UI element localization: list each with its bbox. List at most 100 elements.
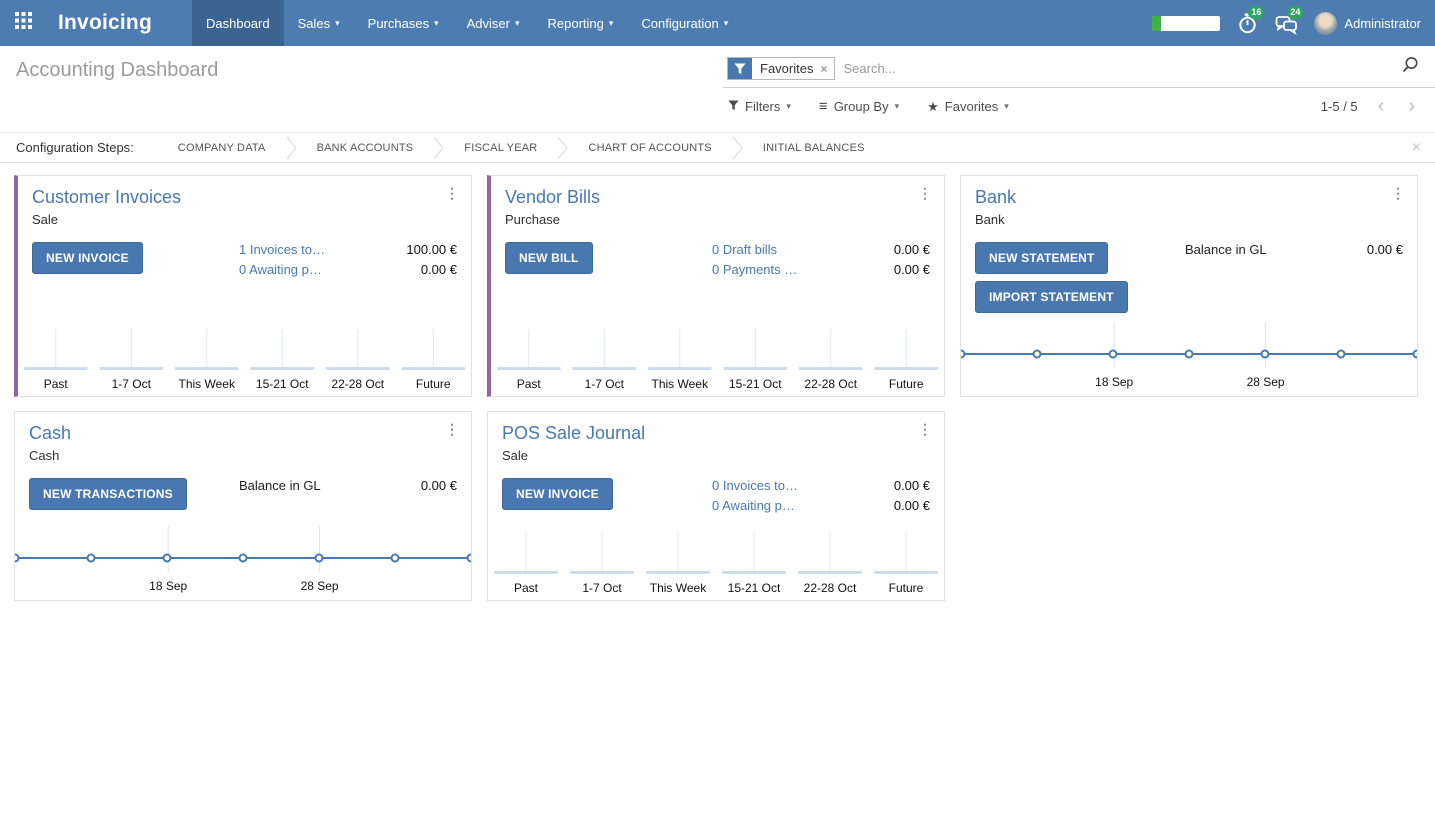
- chevron-down-icon: ▾: [608, 17, 614, 28]
- awaiting-payments-link[interactable]: 0 Awaiting p…: [239, 262, 322, 277]
- chart-category-label: 15-21 Oct: [728, 377, 782, 391]
- import-statement-button[interactable]: IMPORT STATEMENT: [975, 281, 1128, 313]
- search-options-row: Filters ▾ ≡ Group By ▾ ★ Favorites ▾: [728, 98, 1009, 115]
- awaiting-payments-link[interactable]: 0 Awaiting p…: [712, 498, 795, 513]
- apps-menu-button[interactable]: [0, 0, 46, 46]
- chevron-down-icon: ▾: [335, 17, 340, 28]
- card-title[interactable]: Bank: [975, 187, 1017, 207]
- card-vendor-bills: ⋮ Vendor Bills Purchase NEW BILL 0 Draft…: [487, 175, 945, 397]
- payments-link[interactable]: 0 Payments …: [712, 262, 798, 277]
- config-step-chart-of-accounts[interactable]: CHART OF ACCOUNTS: [588, 141, 712, 154]
- balance-in-gl-label: Balance in GL: [239, 478, 321, 493]
- user-name: Administrator: [1344, 15, 1421, 31]
- messages-count-badge: 24: [1287, 5, 1304, 19]
- search-facet-favorites[interactable]: Favorites ×: [727, 57, 836, 80]
- pager: 1-5 / 5 ‹ ›: [1321, 96, 1419, 116]
- config-step-fiscal-year[interactable]: FISCAL YEAR: [464, 141, 538, 154]
- chart-category-label: 15-21 Oct: [727, 581, 781, 595]
- kebab-menu-icon[interactable]: ⋮: [445, 421, 459, 437]
- chevron-down-icon: ▾: [514, 17, 520, 28]
- invoices-to-validate-link[interactable]: 0 Invoices to…: [712, 478, 798, 493]
- amount: 100.00 €: [406, 242, 457, 257]
- invoices-to-validate-link[interactable]: 1 Invoices to…: [239, 242, 325, 257]
- card-subtitle: Cash: [29, 448, 60, 463]
- messages-button[interactable]: 24: [1275, 5, 1304, 35]
- pager-previous-button[interactable]: ‹: [1377, 95, 1385, 117]
- chart-category-label: This Week: [649, 581, 707, 595]
- chevron-down-icon: ▾: [894, 101, 900, 111]
- search-bar: Favorites ×: [723, 57, 1435, 88]
- card-stats: 1 Invoices to… 100.00 € 0 Awaiting p… 0.…: [239, 242, 457, 277]
- chart-category-label: Past: [516, 377, 541, 391]
- star-icon: ★: [927, 98, 939, 114]
- chart-category-label: Past: [43, 377, 68, 391]
- stopwatch-icon: [1236, 12, 1259, 39]
- menu-item-purchases[interactable]: Purchases ▾: [354, 0, 453, 46]
- card-pos-sale-journal: ⋮ POS Sale Journal Sale NEW INVOICE 0 In…: [487, 411, 945, 601]
- group-by-button[interactable]: ≡ Group By ▾: [819, 98, 899, 115]
- list-icon: ≡: [818, 98, 828, 115]
- chart-category-label: Future: [888, 581, 924, 595]
- config-step-bank-accounts[interactable]: BANK ACCOUNTS: [316, 141, 414, 154]
- new-invoice-button[interactable]: NEW INVOICE: [32, 242, 143, 274]
- card-bank: ⋮ Bank Bank NEW STATEMENT IMPORT STATEME…: [956, 175, 1422, 397]
- kebab-menu-icon[interactable]: ⋮: [918, 185, 932, 201]
- card-chart[interactable]: 18 Sep 28 Sep: [956, 322, 1422, 396]
- config-step-company-data[interactable]: COMPANY DATA: [177, 141, 266, 154]
- pager-next-button[interactable]: ›: [1408, 95, 1415, 117]
- chat-bubbles-icon: [1275, 15, 1298, 39]
- card-title[interactable]: Customer Invoices: [32, 187, 182, 207]
- filters-button[interactable]: Filters ▾: [728, 99, 791, 114]
- menu-item-label: Dashboard: [205, 15, 270, 31]
- card-chart[interactable]: Past 1-7 Oct This Week 15-21 Oct 22-28 Oct Fu…: [18, 325, 471, 396]
- new-invoice-button[interactable]: NEW INVOICE: [502, 478, 613, 510]
- control-panel: Accounting Dashboard Favorites × Fi: [0, 46, 1435, 132]
- card-stats: Balance in GL 0.00 €: [239, 478, 457, 493]
- app-title[interactable]: Invoicing: [58, 11, 152, 34]
- chart-axis-label: 18 Sep: [1095, 375, 1134, 389]
- filters-label: Filters: [745, 99, 781, 114]
- chart-category-label: This Week: [651, 377, 708, 391]
- search-input[interactable]: [843, 61, 1389, 76]
- group-by-label: Group By: [833, 99, 889, 114]
- new-statement-button[interactable]: NEW STATEMENT: [975, 242, 1109, 274]
- card-chart[interactable]: Past 1-7 Oct This Week 15-21 Oct 22-28 Oct Fu…: [488, 529, 944, 600]
- chevron-right-icon: [433, 136, 444, 160]
- top-nav: Invoicing Dashboard Sales ▾ Purchases ▾ …: [0, 0, 1435, 46]
- pager-value[interactable]: 1-5 / 5: [1320, 98, 1358, 114]
- card-title[interactable]: POS Sale Journal: [502, 423, 646, 443]
- chart-category-label: 22-28 Oct: [331, 377, 385, 391]
- menu-item-label: Reporting: [547, 15, 604, 31]
- menu-item-label: Sales: [297, 15, 331, 31]
- page-title: Accounting Dashboard: [16, 59, 219, 81]
- chevron-right-icon: [286, 136, 297, 160]
- card-title[interactable]: Cash: [29, 423, 72, 443]
- favorites-button[interactable]: ★ Favorites ▾: [927, 99, 1009, 115]
- chart-category-label: Future: [415, 377, 451, 391]
- new-transactions-button[interactable]: NEW TRANSACTIONS: [29, 478, 187, 510]
- card-chart[interactable]: 18 Sep 28 Sep: [10, 526, 476, 600]
- draft-bills-link[interactable]: 0 Draft bills: [712, 242, 778, 257]
- config-step-initial-balances[interactable]: INITIAL BALANCES: [762, 141, 865, 154]
- menu-item-configuration[interactable]: Configuration ▾: [627, 0, 742, 46]
- planner-progress-bar[interactable]: [1152, 15, 1221, 31]
- kebab-menu-icon[interactable]: ⋮: [918, 421, 932, 437]
- card-title[interactable]: Vendor Bills: [505, 187, 601, 207]
- facet-close-icon[interactable]: ×: [820, 61, 828, 76]
- activities-button[interactable]: 16: [1236, 5, 1265, 35]
- menu-item-adviser[interactable]: Adviser ▾: [453, 0, 534, 46]
- kebab-menu-icon[interactable]: ⋮: [445, 185, 459, 201]
- menu-item-label: Adviser: [466, 15, 510, 31]
- user-menu[interactable]: Administrator: [1314, 11, 1421, 35]
- kebab-menu-icon[interactable]: ⋮: [1391, 185, 1405, 201]
- chevron-right-icon: [732, 136, 743, 160]
- chevron-down-icon: ▾: [723, 17, 729, 28]
- card-chart[interactable]: Past 1-7 Oct This Week 15-21 Oct 22-28 Oct Fu…: [491, 325, 944, 396]
- menu-item-dashboard[interactable]: Dashboard: [191, 0, 284, 46]
- menu-item-sales[interactable]: Sales ▾: [284, 0, 354, 46]
- new-bill-button[interactable]: NEW BILL: [505, 242, 593, 274]
- menu-item-reporting[interactable]: Reporting ▾: [534, 0, 628, 46]
- search-icon[interactable]: [1401, 56, 1419, 79]
- card-subtitle: Bank: [975, 212, 1005, 227]
- close-icon[interactable]: ×: [1411, 138, 1421, 156]
